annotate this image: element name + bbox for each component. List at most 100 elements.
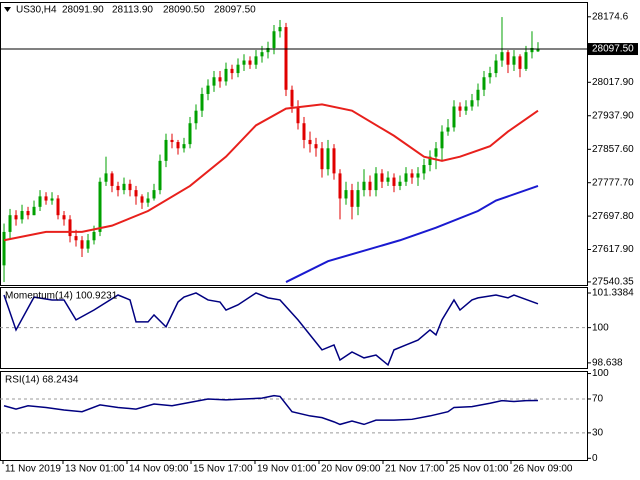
candle-body <box>404 173 408 182</box>
candle-body <box>482 77 486 90</box>
candle-body <box>254 56 258 65</box>
candle-body <box>452 106 456 128</box>
symbol-menu-arrow[interactable] <box>4 7 11 12</box>
candle-body <box>86 240 90 249</box>
x-tick-label: 19 Nov 01:00 <box>257 464 317 475</box>
candle-body <box>518 56 522 69</box>
candle-body <box>440 131 444 149</box>
y-tick-label: 28174.6 <box>592 11 629 22</box>
candle-body <box>44 196 48 201</box>
candle-body <box>212 77 216 86</box>
current-price-label: 28097.50 <box>592 44 634 55</box>
candle-body <box>272 31 276 48</box>
y-tick-label: 27617.90 <box>592 244 634 255</box>
candle-body <box>536 49 540 52</box>
candle-body <box>392 177 396 186</box>
candle-body <box>464 106 468 111</box>
candle-body <box>362 181 366 191</box>
candle-body <box>512 56 516 65</box>
moving-average <box>3 103 539 242</box>
x-tick-label: 26 Nov 09:00 <box>513 464 573 475</box>
panel-frame <box>0 2 588 286</box>
candle-body <box>14 215 18 220</box>
candle-body <box>500 52 504 61</box>
candle-body <box>200 93 204 111</box>
candle-body <box>524 52 528 69</box>
candle-body <box>368 181 372 191</box>
current-price-box <box>588 43 638 56</box>
candle-body <box>182 144 186 149</box>
candle-body <box>338 173 342 199</box>
x-tick-label: 25 Nov 01:00 <box>449 464 509 475</box>
candle-body <box>326 148 330 170</box>
candle-body <box>350 190 354 207</box>
candle-body <box>314 144 318 149</box>
candle-body <box>422 165 426 174</box>
candle-body <box>308 139 312 145</box>
candle-body <box>38 196 42 207</box>
header-value: 28097.50 <box>214 5 256 16</box>
y-tick-label: 98.638 <box>592 358 623 369</box>
candle-body <box>98 181 102 232</box>
candle-body <box>230 68 234 74</box>
candle-body <box>410 173 414 178</box>
candle-body <box>104 173 108 182</box>
indicator-line <box>3 394 538 426</box>
candle-body <box>386 177 390 182</box>
candle-body <box>320 148 324 170</box>
candle-body <box>206 85 210 94</box>
candle-body <box>170 139 174 143</box>
candle-body <box>20 211 24 220</box>
indicator-title: RSI(14) 68.2434 <box>5 375 79 386</box>
y-tick-label: 27697.80 <box>592 211 634 222</box>
candle-body <box>470 100 474 107</box>
y-tick-label: 27857.60 <box>592 144 634 155</box>
candle-body <box>248 60 252 65</box>
moving-average <box>285 184 539 283</box>
candle-body <box>278 27 282 32</box>
candle-body <box>50 198 54 201</box>
candle-body <box>116 185 120 191</box>
header-value: 28090.50 <box>163 5 205 16</box>
candle-body <box>236 64 240 74</box>
candle-body <box>416 173 420 178</box>
x-tick-label: 11 Nov 2019 <box>5 464 61 475</box>
candle-body <box>458 106 462 111</box>
x-tick-label: 13 Nov 01:00 <box>65 464 125 475</box>
candle-body <box>506 52 510 65</box>
candle-body <box>158 160 162 191</box>
candle-body <box>2 231 6 266</box>
candle-body <box>26 211 30 216</box>
y-tick-label: 30 <box>592 428 604 439</box>
y-tick-label: 100 <box>592 322 609 333</box>
candle-body <box>428 156 432 166</box>
y-tick-label: 70 <box>592 394 604 405</box>
y-tick-label: 27937.90 <box>592 110 634 121</box>
x-tick-label: 15 Nov 17:00 <box>193 464 253 475</box>
candle-body <box>218 77 222 82</box>
candle-body <box>488 73 492 78</box>
candle-body <box>164 139 168 161</box>
candle-body <box>128 183 132 191</box>
indicator-title: Momentum(14) 100.9231 <box>5 291 118 302</box>
y-tick-label: 27540.35 <box>592 277 634 288</box>
candle-body <box>68 219 72 237</box>
candle-body <box>374 173 378 191</box>
y-tick-label: 27777.70 <box>592 177 634 188</box>
candle-body <box>140 196 144 203</box>
x-tick-label: 21 Nov 17:00 <box>385 464 445 475</box>
y-tick-label: 100 <box>592 368 609 379</box>
panel-frame <box>0 371 588 461</box>
candle-body <box>284 27 288 90</box>
candle-body <box>134 190 138 197</box>
candle-body <box>152 190 156 199</box>
y-tick-label: 28017.90 <box>592 77 634 88</box>
candle-body <box>8 215 12 232</box>
header-value: 28113.90 <box>112 5 153 16</box>
candle-body <box>242 60 246 65</box>
y-tick-label: 101.3384 <box>592 288 634 299</box>
candle-body <box>434 148 438 157</box>
y-tick-label: 0 <box>592 453 598 464</box>
